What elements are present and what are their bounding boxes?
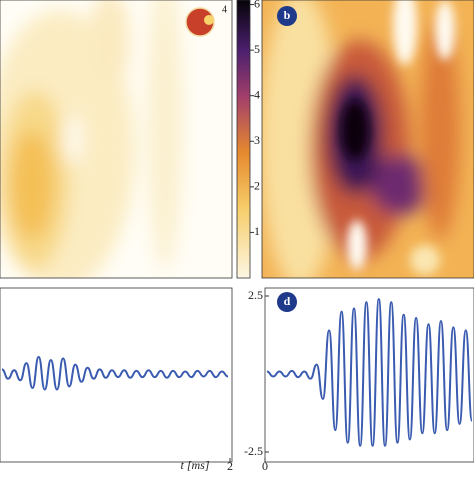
y-tick-label: 2.5 bbox=[248, 288, 263, 302]
axes-frame bbox=[0, 287, 233, 463]
heatmap-right bbox=[262, 0, 474, 278]
annotation: 4 bbox=[222, 4, 227, 15]
waveform bbox=[266, 298, 473, 447]
axes-frame bbox=[264, 287, 474, 463]
x-tick-label: 0 bbox=[262, 459, 268, 473]
colorbar-tick-label: 6 bbox=[254, 0, 260, 10]
colorbar-tick-label: 5 bbox=[254, 42, 260, 56]
heatmap-left bbox=[0, 0, 232, 278]
colorbar-tick-label: 2 bbox=[254, 179, 260, 193]
y-tick-label: -2.5 bbox=[244, 444, 263, 458]
colorbar bbox=[236, 0, 251, 279]
panel-label: d bbox=[284, 294, 291, 308]
colorbar-tick-label: 1 bbox=[254, 224, 260, 238]
colorbar-tick-label: 3 bbox=[254, 133, 260, 147]
colorbar-tick-label: 4 bbox=[254, 87, 260, 101]
x-axis-label: t [ms] bbox=[180, 458, 209, 472]
waveform bbox=[1, 355, 229, 391]
panel-label: b bbox=[284, 8, 291, 22]
x-tick-label: 2 bbox=[227, 459, 233, 473]
